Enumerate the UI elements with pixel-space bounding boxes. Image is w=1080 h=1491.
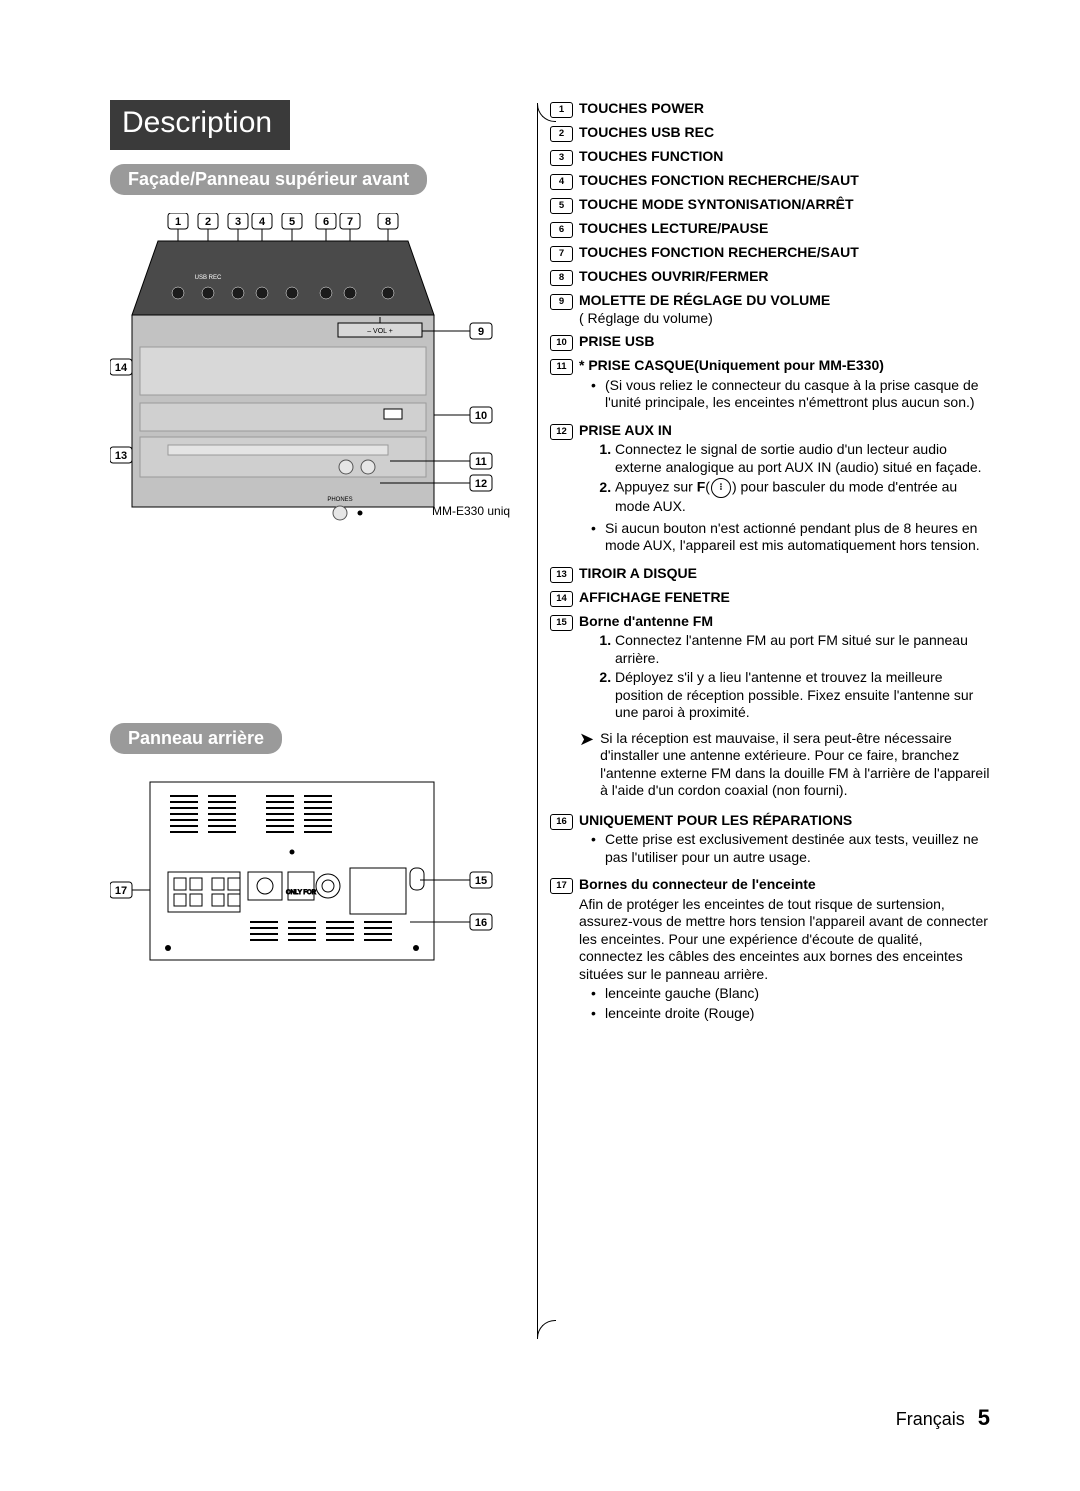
item-10: PRISE USB <box>579 333 654 351</box>
item-15: Borne d'antenne FM <box>579 613 713 629</box>
svg-text:5: 5 <box>289 216 295 228</box>
rear-panel-diagram: ONLY FOR <box>110 772 540 992</box>
column-divider <box>537 104 538 1338</box>
front-panel-heading: Façade/Panneau supérieur avant <box>110 164 427 195</box>
item-6: TOUCHES LECTURE/PAUSE <box>579 220 768 238</box>
item-9-note: ( Réglage du volume) <box>579 310 713 326</box>
badge-2: 2 <box>550 126 573 142</box>
page-title: Description <box>110 100 290 150</box>
badge-7: 7 <box>550 246 573 262</box>
badge-8: 8 <box>550 270 573 286</box>
item-4: TOUCHES FONCTION RECHERCHE/SAUT <box>579 172 859 190</box>
badge-5: 5 <box>550 198 573 214</box>
svg-text:4: 4 <box>259 216 266 228</box>
page-footer: Français 5 <box>896 1405 990 1431</box>
svg-text:1: 1 <box>175 216 181 228</box>
item-17-b2: lenceinte droite (Rouge) <box>605 1005 990 1023</box>
item-5: TOUCHE MODE SYNTONISATION/ARRÊT <box>579 196 854 214</box>
badge-14: 14 <box>550 591 573 607</box>
badge-12: 12 <box>550 424 573 440</box>
svg-text:7: 7 <box>347 216 353 228</box>
footer-page: 5 <box>978 1405 990 1430</box>
svg-text:– VOL +: – VOL + <box>367 328 393 335</box>
item-12-s1: Connectez le signal de sortie audio d'un… <box>615 441 990 476</box>
svg-text:13: 13 <box>115 450 127 462</box>
item-7: TOUCHES FONCTION RECHERCHE/SAUT <box>579 244 859 262</box>
svg-text:2: 2 <box>205 216 211 228</box>
item-16: UNIQUEMENT POUR LES RÉPARATIONS <box>579 812 852 828</box>
front-note: MM-E330 uniquement <box>432 504 510 518</box>
svg-text:14: 14 <box>115 362 128 374</box>
svg-text:16: 16 <box>475 917 487 929</box>
item-12: PRISE AUX IN <box>579 422 672 438</box>
svg-text:PHONES: PHONES <box>327 497 352 503</box>
svg-text:9: 9 <box>478 326 484 338</box>
svg-text:15: 15 <box>475 875 487 887</box>
item-17-p: Afin de protéger les enceintes de tout r… <box>579 896 990 984</box>
badge-15: 15 <box>550 615 573 631</box>
badge-9: 9 <box>550 294 573 310</box>
badge-17: 17 <box>550 878 573 894</box>
item-13: TIROIR A DISQUE <box>579 565 697 583</box>
item-16-b1: Cette prise est exclusivement destinée a… <box>605 831 990 866</box>
svg-text:ONLY FOR: ONLY FOR <box>286 890 317 896</box>
badge-3: 3 <box>550 150 573 166</box>
item-11: * PRISE CASQUE(Uniquement pour MM-E330) <box>579 357 884 373</box>
item-9: MOLETTE DE RÉGLAGE DU VOLUME <box>579 292 830 308</box>
svg-text:10: 10 <box>475 410 487 422</box>
badge-10: 10 <box>550 335 573 351</box>
badge-4: 4 <box>550 174 573 190</box>
note-arrow-icon: ➤ <box>579 730 594 800</box>
item-14: AFFICHAGE FENETRE <box>579 589 730 607</box>
svg-text:3: 3 <box>235 216 241 228</box>
footer-lang: Français <box>896 1409 965 1429</box>
badge-11: 11 <box>550 359 573 375</box>
item-11-b1: (Si vous reliez le connecteur du casque … <box>605 377 990 412</box>
legend-list: 1TOUCHES POWER 2TOUCHES USB REC 3TOUCHES… <box>550 100 990 1026</box>
item-12-b1: Si aucun bouton n'est actionné pendant p… <box>605 520 990 555</box>
item-8: TOUCHES OUVRIR/FERMER <box>579 268 769 286</box>
item-12-s2: Appuyez sur F(⁝) pour basculer du mode d… <box>615 478 990 516</box>
item-17-b1: lenceinte gauche (Blanc) <box>605 985 990 1003</box>
svg-text:17: 17 <box>115 885 127 897</box>
item-3: TOUCHES FUNCTION <box>579 148 723 166</box>
item-15-note: Si la réception est mauvaise, il sera pe… <box>600 730 990 800</box>
badge-16: 16 <box>550 814 573 830</box>
item-15-s1: Connectez l'antenne FM au port FM situé … <box>615 632 990 667</box>
svg-text:8: 8 <box>385 216 391 228</box>
rear-panel-heading: Panneau arrière <box>110 723 282 754</box>
item-17: Bornes du connecteur de l'enceinte <box>579 876 816 892</box>
item-2: TOUCHES USB REC <box>579 124 714 142</box>
svg-text:11: 11 <box>475 456 487 468</box>
usbrec-label: USB REC <box>195 275 222 281</box>
item-15-s2: Déployez s'il y a lieu l'antenne et trou… <box>615 669 990 722</box>
badge-6: 6 <box>550 222 573 238</box>
svg-text:12: 12 <box>475 478 487 490</box>
svg-text:6: 6 <box>323 216 329 228</box>
item-1: TOUCHES POWER <box>579 100 704 118</box>
front-panel-diagram: 1 2 3 4 5 6 7 8 <box>110 213 540 573</box>
function-icon: ⁝ <box>711 478 731 498</box>
badge-13: 13 <box>550 567 573 583</box>
